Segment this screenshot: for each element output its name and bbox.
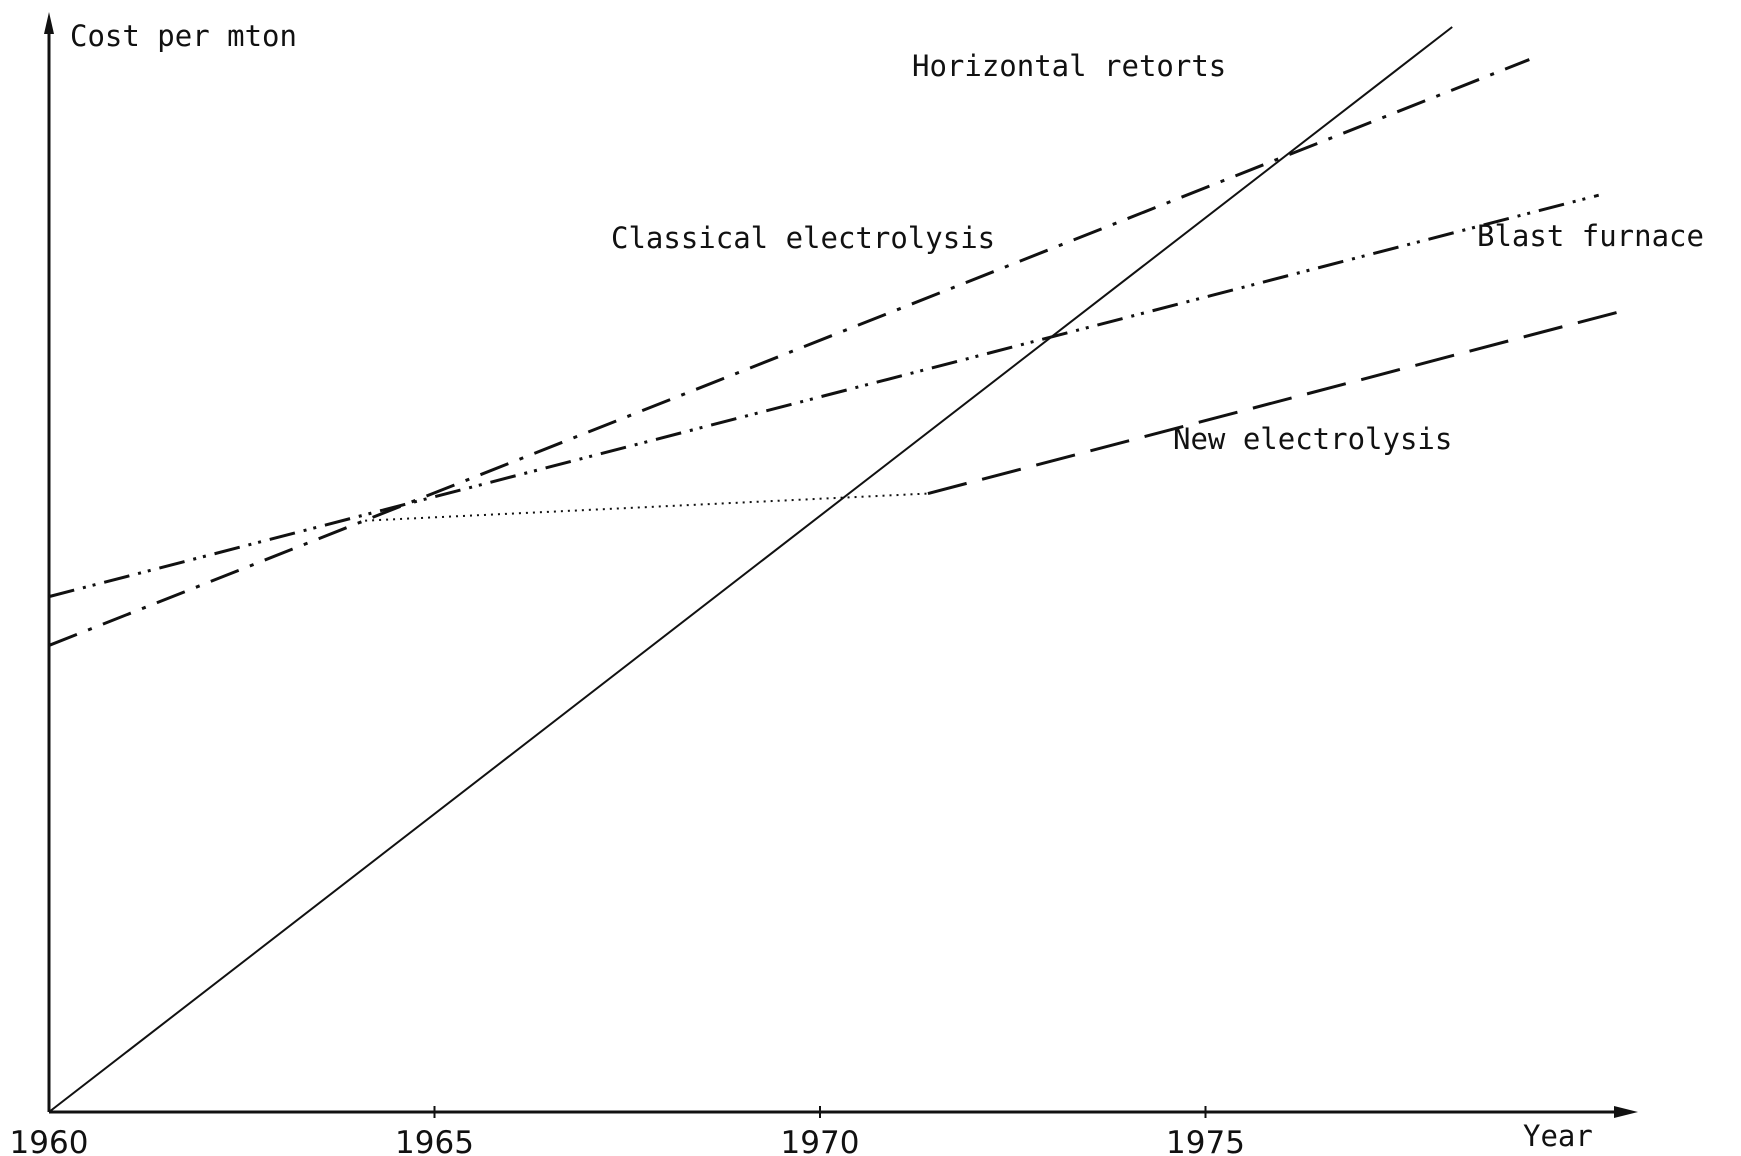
x-tick-label: 1960 (10, 1125, 89, 1156)
series-new-electrolysis-dotted (365, 492, 928, 522)
axes (44, 12, 1638, 1118)
series-new-electrolysis-dashed (927, 307, 1630, 496)
annotation-horizontal-retorts: Horizontal retorts (912, 49, 1226, 83)
annotation-new-electrolysis: New electrolysis (1173, 422, 1452, 456)
series-classical-electrolysis (48, 58, 1530, 647)
x-tick-label: 1965 (395, 1125, 474, 1156)
series-layer (48, 26, 1630, 1113)
tick-labels: 1960 1965 1970 1975 (10, 1125, 1245, 1156)
series-blast-furnace (48, 193, 1600, 599)
y-axis-arrow (44, 12, 54, 34)
x-axis-arrow (1614, 1106, 1638, 1118)
x-tick-label: 1970 (781, 1125, 860, 1156)
annotation-blast-furnace: Blast furnace (1477, 219, 1704, 253)
x-tick-label: 1975 (1166, 1125, 1245, 1156)
series-horizontal-retorts (48, 26, 1453, 1113)
x-axis-label: Year (1523, 1119, 1593, 1153)
annotation-classical-electrolysis: Classical electrolysis (611, 221, 995, 255)
y-axis-label: Cost per mton (70, 19, 297, 53)
